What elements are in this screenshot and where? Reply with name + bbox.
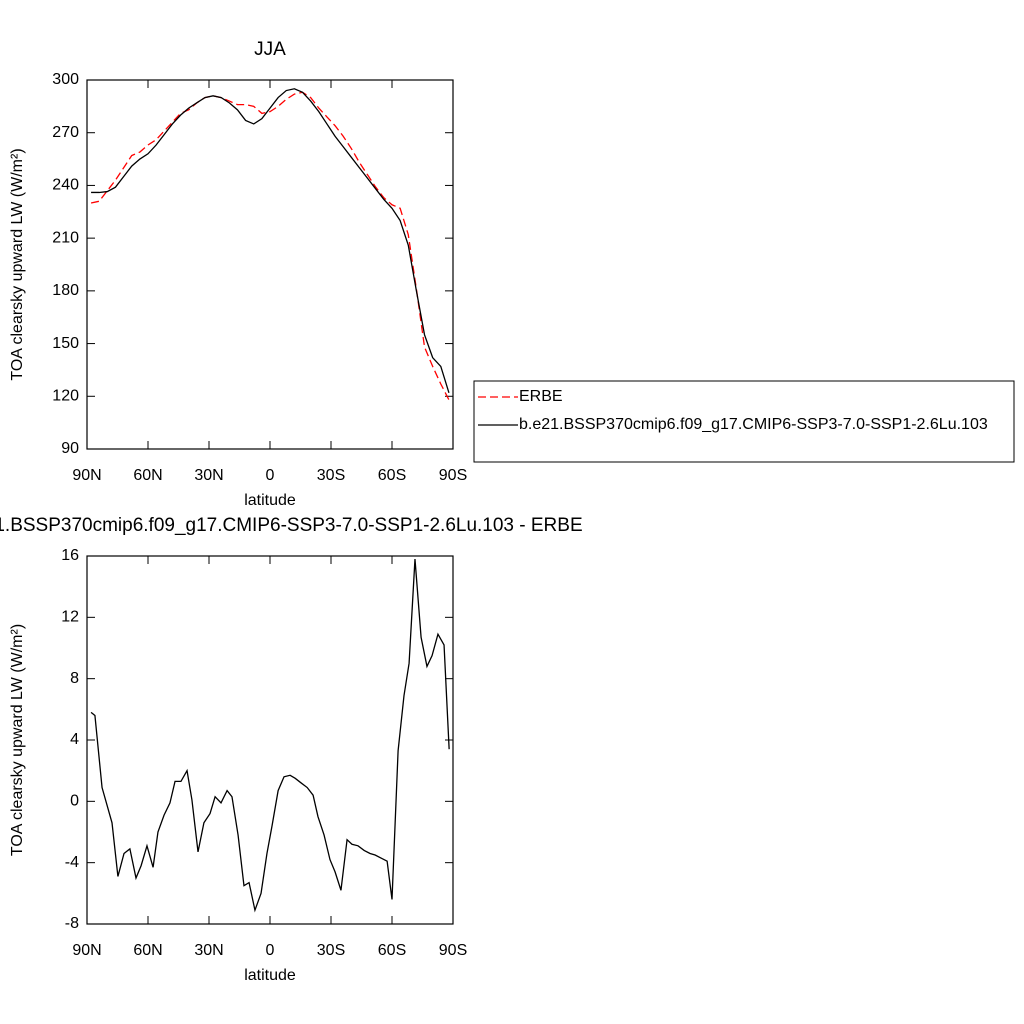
y-tick-label: 240 bbox=[52, 177, 79, 194]
chart-title: b.e21.BSSP370cmip6.f09_g17.CMIP6-SSP3-7.… bbox=[0, 515, 583, 536]
x-tick-label: 60S bbox=[378, 467, 406, 484]
data-line bbox=[90, 559, 450, 913]
y-tick-label: -8 bbox=[65, 915, 79, 932]
x-tick-label: 0 bbox=[266, 942, 275, 959]
y-axis-label: TOA clearsky upward LW (W/m²) bbox=[9, 624, 26, 856]
y-tick-label: 270 bbox=[52, 124, 79, 141]
y-tick-label: 12 bbox=[61, 609, 79, 626]
y-tick-label: 180 bbox=[52, 282, 79, 299]
x-tick-label: 90S bbox=[439, 467, 467, 484]
y-tick-label: 90 bbox=[61, 440, 79, 457]
chart-title: JJA bbox=[254, 39, 286, 60]
y-tick-label: 4 bbox=[70, 731, 79, 748]
x-tick-label: 60N bbox=[133, 467, 162, 484]
y-tick-label: 150 bbox=[52, 335, 79, 352]
y-tick-label: 120 bbox=[52, 388, 79, 405]
x-tick-label: 60N bbox=[133, 942, 162, 959]
legend-box bbox=[473, 380, 1015, 463]
x-tick-label: 90S bbox=[439, 942, 467, 959]
data-line bbox=[91, 88, 450, 393]
y-tick-label: 0 bbox=[70, 793, 79, 810]
x-tick-label: 60S bbox=[378, 942, 406, 959]
y-tick-label: 8 bbox=[70, 670, 79, 687]
x-tick-label: 0 bbox=[266, 467, 275, 484]
y-tick-label: 16 bbox=[61, 547, 79, 564]
x-tick-label: 30S bbox=[317, 467, 345, 484]
x-tick-label: 90N bbox=[72, 942, 101, 959]
data-line bbox=[90, 91, 450, 401]
x-tick-label: 30N bbox=[194, 467, 223, 484]
y-tick-label: 300 bbox=[52, 71, 79, 88]
legend-label: ERBE bbox=[519, 388, 563, 405]
y-tick-label: 210 bbox=[52, 229, 79, 246]
x-tick-label: 90N bbox=[72, 467, 101, 484]
x-axis-label: latitude bbox=[244, 492, 296, 509]
legend-label: b.e21.BSSP370cmip6.f09_g17.CMIP6-SSP3-7.… bbox=[519, 416, 988, 433]
plot-frame bbox=[86, 555, 454, 925]
x-tick-label: 30S bbox=[317, 942, 345, 959]
y-tick-label: -4 bbox=[65, 854, 79, 871]
y-axis-label: TOA clearsky upward LW (W/m²) bbox=[9, 148, 26, 380]
x-tick-label: 30N bbox=[194, 942, 223, 959]
plot-frame bbox=[86, 79, 454, 450]
x-axis-label: latitude bbox=[244, 967, 296, 984]
